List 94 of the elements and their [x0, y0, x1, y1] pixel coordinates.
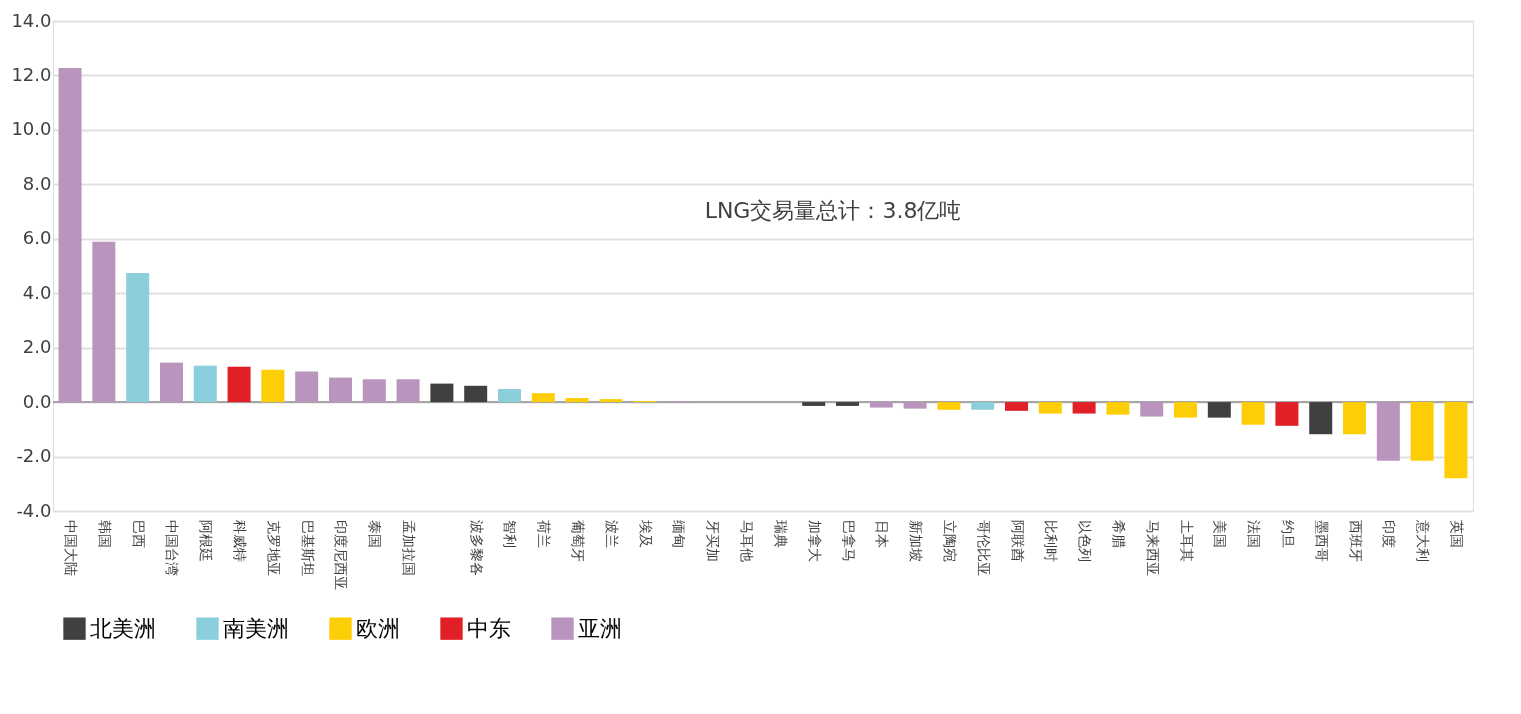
x-tick-label: 印度尼西亚	[333, 519, 350, 590]
bar	[1309, 402, 1333, 435]
legend-label: 亚洲	[578, 615, 622, 641]
x-tick-label: 意大利	[1415, 518, 1432, 562]
x-tick-label: 中国台湾	[164, 519, 181, 576]
bar	[1275, 402, 1299, 426]
y-tick-label: -4.0	[16, 499, 52, 521]
x-tick-label: 希腊	[1110, 519, 1127, 548]
x-tick-label: 葡萄牙	[570, 519, 587, 562]
x-tick-label: 阿根廷	[198, 519, 215, 562]
x-tick-label: 印度	[1381, 519, 1398, 548]
bar	[58, 68, 82, 403]
bar	[362, 379, 386, 403]
bar	[1005, 402, 1029, 411]
x-tick-label: 泰国	[367, 519, 384, 548]
y-tick-label: 0.0	[22, 390, 52, 412]
bar	[1444, 402, 1468, 479]
bar	[328, 377, 352, 403]
x-tick-label: 克罗地亚	[265, 519, 282, 576]
bar	[869, 402, 893, 408]
x-tick-label: 瑞典	[772, 519, 789, 548]
bar	[1140, 402, 1164, 417]
bar	[1410, 402, 1434, 461]
bar	[1241, 402, 1265, 425]
x-tick-label: 以色列	[1077, 519, 1094, 562]
x-tick-label: 加拿大	[806, 519, 823, 562]
y-tick-label: 12.0	[11, 63, 52, 85]
x-tick-label: 波兰	[603, 519, 620, 548]
x-tick-label: 立陶宛	[941, 519, 958, 562]
bar	[937, 402, 961, 410]
x-tick-label: 科威特	[232, 519, 249, 562]
bar	[1038, 402, 1062, 414]
x-tick-label: 美国	[1212, 519, 1229, 548]
x-tick-label: 墨西哥	[1313, 519, 1330, 562]
y-tick-label: 4.0	[22, 281, 52, 303]
bar	[836, 402, 859, 406]
x-tick-label: 波多黎各	[468, 519, 485, 576]
bar	[1343, 402, 1367, 435]
x-tick-label: 韩国	[96, 519, 113, 548]
bar	[1072, 402, 1096, 414]
legend-label: 北美洲	[90, 615, 156, 641]
legend-label: 南美洲	[223, 615, 289, 641]
x-tick-label: 缅甸	[671, 519, 688, 548]
bar	[396, 379, 420, 403]
bar	[531, 393, 555, 403]
bar	[1376, 402, 1400, 461]
annotation: LNG交易量总计：3.8亿吨	[704, 198, 962, 223]
bar	[430, 383, 454, 403]
y-tick-label: 10.0	[11, 118, 52, 140]
x-tick-label: 西班牙	[1347, 519, 1364, 562]
x-tick-label: 哥伦比亚	[975, 519, 992, 576]
bar	[464, 385, 488, 403]
bar	[1207, 402, 1231, 418]
x-tick-label: 巴西	[130, 519, 147, 548]
y-tick-label: -2.0	[16, 445, 52, 467]
x-tick-label: 马耳他	[739, 519, 756, 562]
x-tick-label: 牙买加	[705, 519, 722, 562]
x-tick-label: 巴拿马	[840, 519, 857, 562]
x-tick-label: 阿联酋	[1009, 519, 1026, 562]
bar	[126, 273, 150, 403]
y-tick-label: 2.0	[22, 336, 52, 358]
x-tick-label: 比利时	[1043, 519, 1060, 562]
x-tick-label: 日本	[874, 519, 891, 548]
bar	[159, 362, 183, 403]
bar	[802, 402, 826, 406]
x-tick-label: 埃及	[637, 518, 654, 548]
x-tick-label: 土耳其	[1178, 519, 1195, 562]
x-tick-label: 马来西亚	[1144, 519, 1161, 576]
x-tick-label: 巴基斯坦	[299, 519, 316, 576]
y-tick-label: 6.0	[22, 227, 52, 249]
bar	[565, 398, 589, 403]
x-tick-label: 智利	[502, 519, 519, 548]
bar	[1106, 402, 1130, 415]
x-tick-label: 中国大陆	[63, 519, 80, 576]
x-tick-label: 新加坡	[908, 519, 925, 562]
bar	[599, 399, 623, 403]
bar	[295, 371, 319, 403]
x-tick-label: 约旦	[1279, 519, 1296, 548]
legend-label: 中东	[467, 615, 511, 641]
legend-label: 欧洲	[356, 615, 400, 641]
x-tick-label: 法国	[1246, 519, 1263, 548]
bar	[227, 366, 251, 403]
x-tick-label: 孟加拉国	[401, 519, 418, 576]
bar	[1174, 402, 1198, 418]
y-tick-label: 8.0	[22, 172, 52, 194]
bar	[92, 241, 116, 403]
bar	[497, 389, 521, 403]
x-tick-label: 荷兰	[536, 519, 553, 548]
bar	[971, 402, 995, 410]
bar	[193, 365, 217, 403]
bar	[903, 402, 927, 409]
y-tick-label: 14.0	[11, 9, 52, 31]
bar	[261, 369, 285, 403]
x-tick-label: 英国	[1448, 519, 1465, 548]
